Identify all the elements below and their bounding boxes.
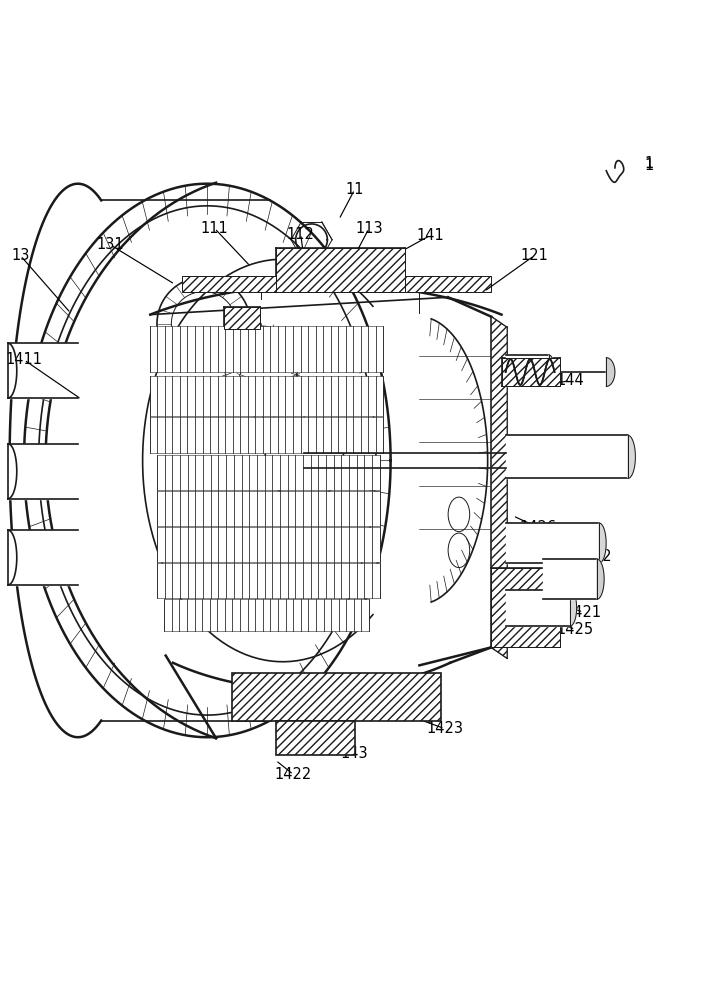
Text: 112: 112 bbox=[287, 227, 315, 242]
Text: 1422: 1422 bbox=[275, 767, 312, 782]
Polygon shape bbox=[276, 248, 405, 292]
Text: 144: 144 bbox=[557, 373, 584, 388]
Text: 131: 131 bbox=[97, 237, 124, 252]
Text: 143: 143 bbox=[341, 746, 368, 761]
Polygon shape bbox=[164, 599, 369, 631]
Polygon shape bbox=[149, 417, 383, 453]
Text: 1424: 1424 bbox=[541, 559, 578, 574]
Polygon shape bbox=[606, 358, 615, 386]
Ellipse shape bbox=[448, 497, 470, 532]
Polygon shape bbox=[628, 435, 635, 478]
Text: 13: 13 bbox=[12, 248, 30, 263]
Polygon shape bbox=[491, 317, 507, 658]
Text: 1425: 1425 bbox=[557, 622, 594, 637]
Polygon shape bbox=[491, 568, 560, 647]
Text: 1: 1 bbox=[645, 156, 654, 171]
Text: 1426: 1426 bbox=[519, 520, 557, 535]
Polygon shape bbox=[570, 590, 577, 626]
Polygon shape bbox=[157, 527, 380, 562]
Polygon shape bbox=[157, 563, 380, 598]
Polygon shape bbox=[157, 455, 380, 490]
Text: 1411: 1411 bbox=[6, 352, 43, 367]
Polygon shape bbox=[599, 523, 606, 563]
Text: 1421: 1421 bbox=[565, 605, 602, 620]
Text: 1423: 1423 bbox=[426, 721, 463, 736]
Text: 144: 144 bbox=[546, 593, 573, 608]
Polygon shape bbox=[224, 307, 260, 329]
Text: 141: 141 bbox=[417, 228, 444, 243]
Text: 113: 113 bbox=[355, 221, 383, 236]
Text: 1: 1 bbox=[645, 158, 654, 173]
Text: 121: 121 bbox=[521, 248, 548, 263]
Polygon shape bbox=[405, 276, 491, 292]
Text: 11: 11 bbox=[345, 182, 364, 197]
Polygon shape bbox=[597, 559, 604, 599]
Text: 12: 12 bbox=[593, 549, 612, 564]
Polygon shape bbox=[502, 358, 560, 386]
Polygon shape bbox=[276, 721, 355, 755]
Text: 111: 111 bbox=[201, 221, 228, 236]
Ellipse shape bbox=[448, 533, 470, 568]
Polygon shape bbox=[149, 376, 383, 416]
Polygon shape bbox=[149, 326, 383, 372]
Polygon shape bbox=[182, 276, 276, 292]
Polygon shape bbox=[549, 355, 554, 386]
Polygon shape bbox=[157, 491, 380, 526]
Polygon shape bbox=[232, 673, 441, 721]
